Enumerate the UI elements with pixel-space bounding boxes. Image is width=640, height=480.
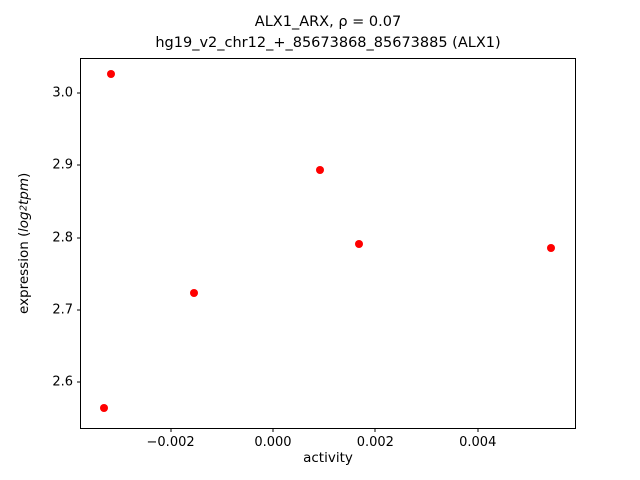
chart-title-line-2: hg19_v2_chr12_+_85673868_85673885 (ALX1): [155, 35, 501, 51]
y-tick-label: 2.9: [52, 157, 73, 173]
x-tick-label: 0.000: [254, 435, 292, 450]
plot-area: −0.002 0.000 0.002 0.004 2.6 2.7 2.8 2.9 3.0: [52, 58, 576, 450]
y-tick-label: 2.6: [52, 374, 73, 390]
data-point: [316, 165, 325, 174]
y-tick-mark: [77, 237, 81, 239]
x-tick-label: −0.002: [146, 435, 195, 450]
y-tick-label: 2.7: [52, 302, 73, 318]
data-point: [354, 240, 363, 249]
y-axis-label-suffix: ): [16, 172, 32, 179]
data-point: [546, 243, 555, 252]
chart-title-line-1: ALX1_ARX, ρ = 0.07: [254, 14, 402, 30]
x-tick-label: 0.004: [459, 435, 497, 450]
y-axis-label-log: log: [16, 211, 32, 232]
y-tick-mark: [77, 164, 81, 166]
y-axis-label-prefix: expression (: [16, 231, 32, 315]
y-axis-label-sub: 2: [18, 205, 30, 212]
x-axis-label: activity: [303, 450, 353, 466]
x-tick-label: 0.002: [356, 435, 394, 450]
y-tick-label: 2.8: [52, 230, 73, 246]
x-tick-mark: [477, 428, 479, 432]
x-tick-mark: [374, 428, 376, 432]
y-tick-label: 3.0: [52, 85, 73, 101]
data-point: [106, 70, 115, 79]
x-tick-mark: [170, 428, 172, 432]
x-tick-mark: [272, 428, 274, 432]
y-tick-mark: [77, 309, 81, 311]
chart-title: ALX1_ARX, ρ = 0.07 hg19_v2_chr12_+_85673…: [80, 12, 576, 54]
y-tick-mark: [77, 381, 81, 383]
y-axis-label: expression (log 2 tpm): [14, 58, 34, 429]
data-point: [100, 404, 109, 413]
y-tick-mark: [77, 92, 81, 94]
data-point: [189, 288, 198, 297]
y-axis-label-tpm: tpm: [16, 178, 32, 206]
